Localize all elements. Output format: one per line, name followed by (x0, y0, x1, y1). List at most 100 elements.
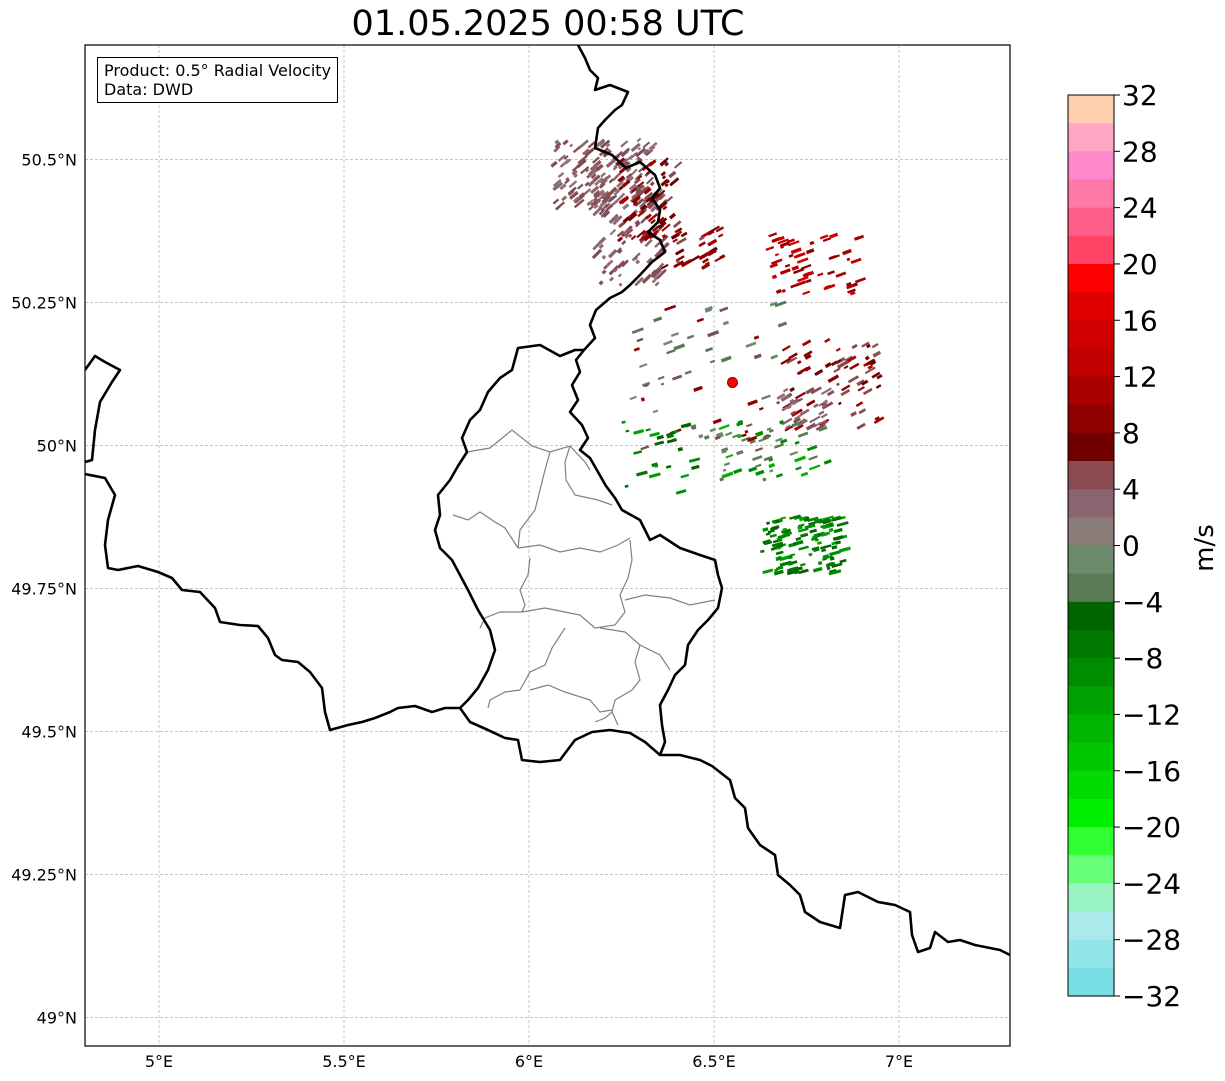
velocity-echo (661, 175, 667, 180)
velocity-echo (594, 194, 606, 204)
velocity-echo (660, 263, 669, 270)
velocity-echo (635, 147, 647, 158)
velocity-echo (617, 249, 623, 254)
velocity-echo (875, 384, 882, 389)
velocity-echo (717, 233, 724, 238)
velocity-echo (840, 388, 851, 397)
velocity-echo (620, 149, 629, 158)
velocity-echo (745, 423, 753, 428)
velocity-echo (732, 433, 741, 439)
velocity-echo (553, 147, 559, 153)
velocity-echo (635, 188, 642, 195)
velocity-echo (753, 353, 762, 360)
velocity-echo (663, 340, 673, 346)
velocity-echo (642, 141, 651, 149)
velocity-echo (589, 162, 600, 172)
velocity-echo (613, 216, 620, 223)
velocity-echo (753, 335, 760, 340)
velocity-echo (805, 422, 817, 431)
velocity-echo (867, 364, 874, 370)
velocity-echo (648, 141, 658, 151)
velocity-echo (674, 248, 685, 256)
velocity-echo (767, 529, 775, 534)
velocity-echo (617, 158, 628, 168)
y-tick-label: 50°N (37, 436, 77, 455)
velocity-echo (807, 516, 819, 523)
velocity-echo (746, 435, 758, 443)
gridlines (85, 45, 1010, 1046)
velocity-echo (780, 394, 791, 402)
velocity-echo (762, 539, 771, 545)
velocity-echo (785, 424, 791, 430)
velocity-echo (624, 484, 629, 488)
velocity-echo (718, 424, 730, 431)
velocity-echo (741, 433, 747, 438)
velocity-echo (686, 334, 695, 340)
velocity-echo (578, 139, 589, 149)
velocity-echo (768, 462, 776, 469)
velocity-echo (832, 535, 844, 541)
velocity-echo (672, 220, 682, 229)
velocity-echo (636, 174, 643, 180)
velocity-echo (873, 416, 885, 425)
velocity-echo (865, 358, 876, 366)
velocity-echo (654, 440, 665, 446)
velocity-echo (658, 200, 668, 210)
velocity-echo (771, 274, 778, 280)
velocity-echo (843, 365, 849, 370)
velocity-echo (573, 198, 585, 209)
velocity-echo (796, 275, 809, 283)
velocity-echo (755, 463, 762, 468)
velocity-echo (628, 211, 637, 218)
velocity-echo (621, 240, 627, 246)
velocity-echo (775, 437, 783, 443)
velocity-echo (779, 554, 792, 562)
velocity-echo (572, 196, 580, 203)
velocity-echo (638, 234, 647, 242)
velocity-echo (846, 282, 852, 287)
velocity-echo (646, 176, 654, 185)
velocity-echo (675, 259, 680, 264)
velocity-echo (715, 226, 725, 233)
velocity-echo (824, 362, 832, 369)
luxembourg-canton-borders (452, 429, 716, 726)
velocity-echo (657, 221, 667, 230)
radar-site-marker[interactable] (727, 376, 738, 388)
map-plot-area (85, 45, 1010, 1046)
velocity-echo (791, 265, 800, 271)
velocity-echo (592, 177, 597, 183)
velocity-echo (829, 232, 839, 239)
velocity-echo (795, 280, 807, 287)
velocity-echo (650, 219, 656, 225)
velocity-echo (809, 240, 815, 246)
velocity-echo (648, 159, 657, 167)
velocity-echo (798, 431, 809, 438)
velocity-echo (725, 453, 734, 459)
velocity-echo (794, 455, 807, 463)
velocity-echo (613, 189, 621, 196)
velocity-echo (625, 172, 632, 179)
velocity-echo (704, 261, 710, 266)
velocity-echo (650, 266, 662, 278)
velocity-echo (826, 389, 835, 397)
velocity-echo (633, 429, 645, 435)
velocity-echo (829, 550, 841, 557)
velocity-echo (719, 477, 725, 482)
velocity-echo (605, 158, 617, 168)
velocity-echo (590, 200, 598, 207)
velocity-echo (598, 280, 604, 286)
velocity-echo (635, 259, 641, 265)
velocity-echo (574, 194, 585, 204)
velocity-echo (822, 554, 830, 560)
velocity-echo (707, 249, 717, 257)
velocity-echo (777, 238, 789, 245)
velocity-echo (831, 562, 843, 568)
velocity-echo (820, 413, 828, 419)
velocity-echo (813, 421, 822, 428)
velocity-echo (770, 258, 783, 265)
velocity-echo (806, 445, 818, 452)
velocity-echo (591, 248, 603, 260)
velocity-echo (601, 269, 607, 275)
velocity-echo (608, 248, 618, 259)
